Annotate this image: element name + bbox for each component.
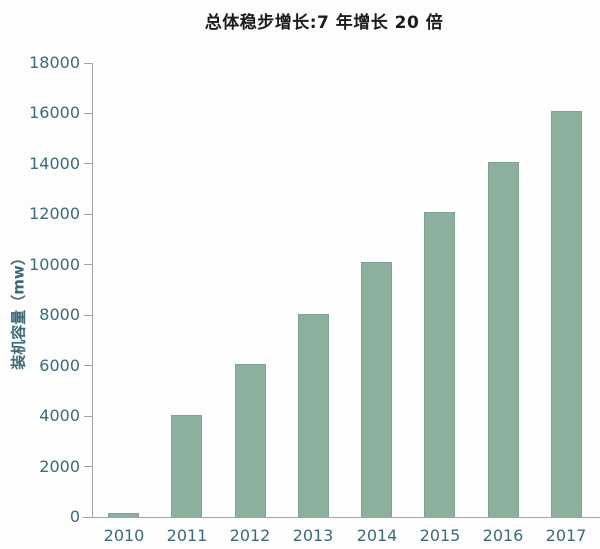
y-axis-tick-label: 8000: [39, 305, 80, 325]
y-axis-tick: [84, 112, 92, 114]
x-axis-tick-label: 2013: [292, 526, 334, 545]
y-axis-tick-label: 18000: [29, 53, 80, 72]
y-axis-tick-label: 16000: [29, 103, 80, 123]
plot-area: 0 2000 4000 6000 8000 10000 12000 14000 16000 180…: [29, 55, 600, 544]
x-axis-line: [83, 517, 600, 518]
y-axis-line: [92, 63, 93, 517]
y-axis-tick-label: 2000: [39, 456, 80, 476]
bar-2010: [108, 513, 139, 517]
x-axis-tick-label: 2014: [356, 526, 398, 545]
bar-2014: [361, 262, 392, 517]
bar-2016: [488, 162, 519, 517]
bar-2012: [235, 364, 266, 517]
y-axis-tick: [84, 365, 92, 367]
y-axis-tick-label: 0: [69, 507, 80, 526]
y-axis-tick-label: 10000: [29, 254, 80, 274]
x-axis-tick-label: 2010: [103, 526, 145, 545]
bar-2011: [171, 415, 202, 517]
y-axis-tick: [84, 415, 92, 417]
y-axis-tick: [84, 163, 92, 165]
bar-2015: [424, 212, 455, 517]
x-axis-tick-label: 2017: [545, 526, 587, 545]
y-axis-tick-label: 14000: [29, 153, 80, 173]
y-axis-tick-label: 4000: [39, 406, 80, 426]
x-axis-tick-label: 2012: [229, 526, 271, 545]
y-axis-tick: [84, 62, 92, 64]
x-axis-tick-label: 2016: [482, 526, 524, 545]
y-axis-tick: [84, 466, 92, 468]
y-axis-tick-label: 12000: [29, 204, 80, 224]
y-axis-tick: [84, 213, 92, 215]
y-axis-tick: [84, 314, 92, 316]
x-axis-tick-label: 2011: [166, 526, 208, 545]
y-axis-tick: [84, 516, 92, 518]
y-axis-tick-label: 6000: [39, 355, 80, 375]
chart-title: 总体稳步增长:7 年增长 20 倍: [204, 13, 444, 33]
bar-2017: [551, 111, 582, 517]
y-axis-tick: [84, 264, 92, 266]
x-axis-tick-label: 2015: [419, 526, 461, 545]
bar-2013: [298, 314, 329, 517]
